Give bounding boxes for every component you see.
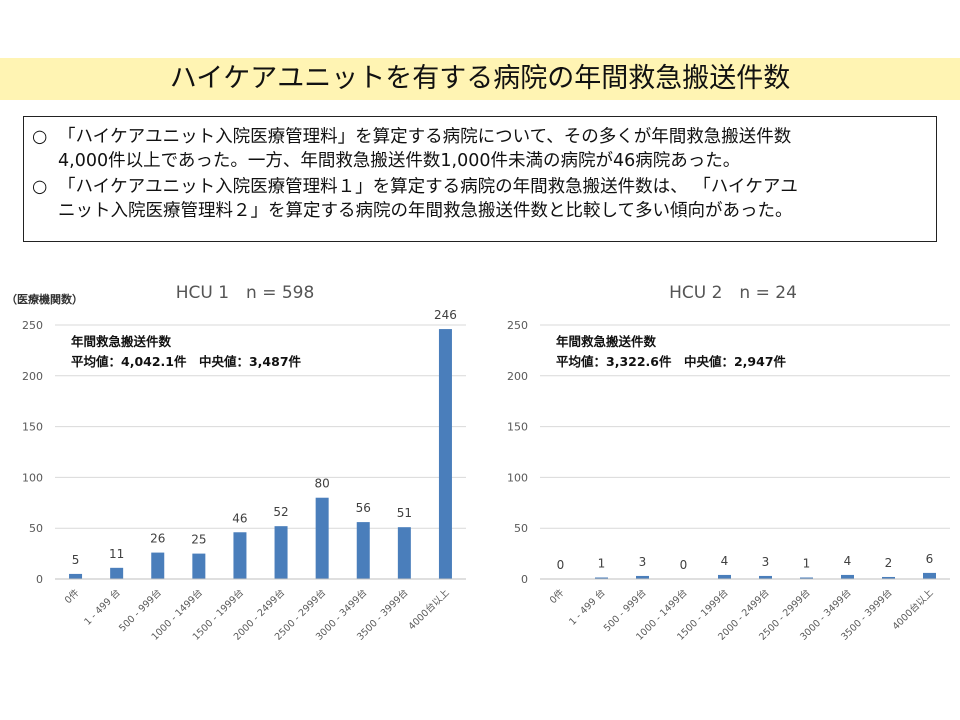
- y-tick-label: 150: [507, 421, 528, 434]
- data-label: 0: [680, 558, 688, 572]
- bar: [800, 577, 813, 579]
- category-label: 1 - 499 台: [566, 587, 607, 628]
- bullet-marker: ○: [32, 177, 48, 197]
- category-label: 4000台以上: [890, 586, 936, 632]
- bar: [397, 527, 411, 579]
- category-label: 0件: [62, 586, 82, 606]
- bar: [192, 553, 206, 579]
- summary-line: 「ハイケアユニット入院医療管理料」を算定する病院について、その多くが年間救急搬送…: [58, 127, 792, 147]
- chart-annotation-line: 平均値：3,322.6件 中央値：2,947件: [556, 354, 787, 369]
- y-tick-label: 150: [22, 421, 43, 434]
- y-tick-label: 50: [29, 522, 43, 535]
- summary-line: ニット入院医療管理料２」を算定する病院の年間救急搬送件数と比較して多い傾向があっ…: [58, 201, 793, 221]
- y-tick-label: 100: [507, 471, 528, 484]
- bullet-marker: ○: [32, 127, 48, 147]
- y-axis-unit-label: （医療機関数）: [6, 293, 83, 306]
- data-label: 5: [72, 553, 80, 567]
- y-tick-label: 200: [507, 370, 528, 383]
- bar: [438, 329, 452, 579]
- data-label: 56: [356, 501, 371, 515]
- summary-line: 「ハイケアユニット入院医療管理料１」を算定する病院の年間救急搬送件数は、 「ハイ…: [58, 177, 798, 197]
- y-tick-label: 100: [22, 471, 43, 484]
- data-label: 25: [191, 533, 206, 547]
- summary-line: 4,000件以上であった。一方、年間救急搬送件数1,000件未満の病院が46病院…: [58, 151, 741, 171]
- chart-title: HCU 1 n = 598: [176, 283, 315, 303]
- chart-annotation-line: 年間救急搬送件数: [71, 334, 172, 349]
- chart-hcu1: HCU 1 n = 598 0 50 100 150 200 250 年間救急搬送件数平均値：…: [22, 283, 466, 640]
- y-tick-label: 250: [22, 319, 43, 332]
- summary-box: ○ 「ハイケアユニット入院医療管理料」を算定する病院について、その多くが年間救急…: [23, 116, 937, 242]
- title-band: [0, 58, 960, 100]
- data-label: 80: [315, 477, 330, 491]
- data-label: 1: [598, 557, 606, 571]
- data-label: 4: [721, 554, 729, 568]
- bar: [69, 573, 83, 579]
- bar: [356, 522, 370, 579]
- bar: [233, 532, 247, 579]
- y-tick-label: 0: [36, 573, 43, 586]
- chart-annotation-line: 平均値：4,042.1件 中央値：3,487件: [71, 354, 302, 369]
- chart-hcu2: HCU 2 n = 24050100150200250年間救急搬送件数平均値：3…: [507, 283, 950, 640]
- y-tick-label: 250: [507, 319, 528, 332]
- data-label: 2: [885, 556, 893, 570]
- category-label: 1 - 499 台: [82, 587, 123, 628]
- bar: [110, 567, 124, 579]
- data-label: 46: [232, 511, 247, 525]
- y-tick-label: 50: [514, 522, 528, 535]
- page-title: ハイケアユニットを有する病院の年間救急搬送件数: [169, 63, 791, 94]
- bar: [923, 572, 936, 579]
- bar: [882, 576, 895, 579]
- bar: [841, 574, 854, 579]
- bar: [315, 497, 329, 579]
- bar: [274, 526, 288, 579]
- chart-title: HCU 2 n = 24: [669, 283, 797, 303]
- data-label: 52: [273, 505, 288, 519]
- data-label: 3: [762, 555, 770, 569]
- bar: [718, 574, 731, 579]
- data-label: 3: [639, 555, 647, 569]
- bar: [151, 552, 165, 579]
- data-label: 0: [557, 558, 565, 572]
- data-label: 246: [434, 308, 457, 322]
- data-label: 26: [150, 532, 165, 546]
- data-label: 4: [844, 554, 852, 568]
- chart-annotation-line: 年間救急搬送件数: [556, 334, 657, 349]
- category-label: 4000台以上: [406, 586, 452, 632]
- data-label: 11: [109, 547, 124, 561]
- y-tick-label: 200: [22, 370, 43, 383]
- bar: [759, 575, 772, 579]
- data-label: 1: [803, 557, 811, 571]
- data-label: 51: [397, 506, 412, 520]
- bar: [636, 575, 649, 579]
- category-label: 0件: [547, 586, 567, 606]
- data-label: 6: [926, 552, 934, 566]
- y-tick-label: 0: [521, 573, 528, 586]
- bar: [595, 577, 608, 579]
